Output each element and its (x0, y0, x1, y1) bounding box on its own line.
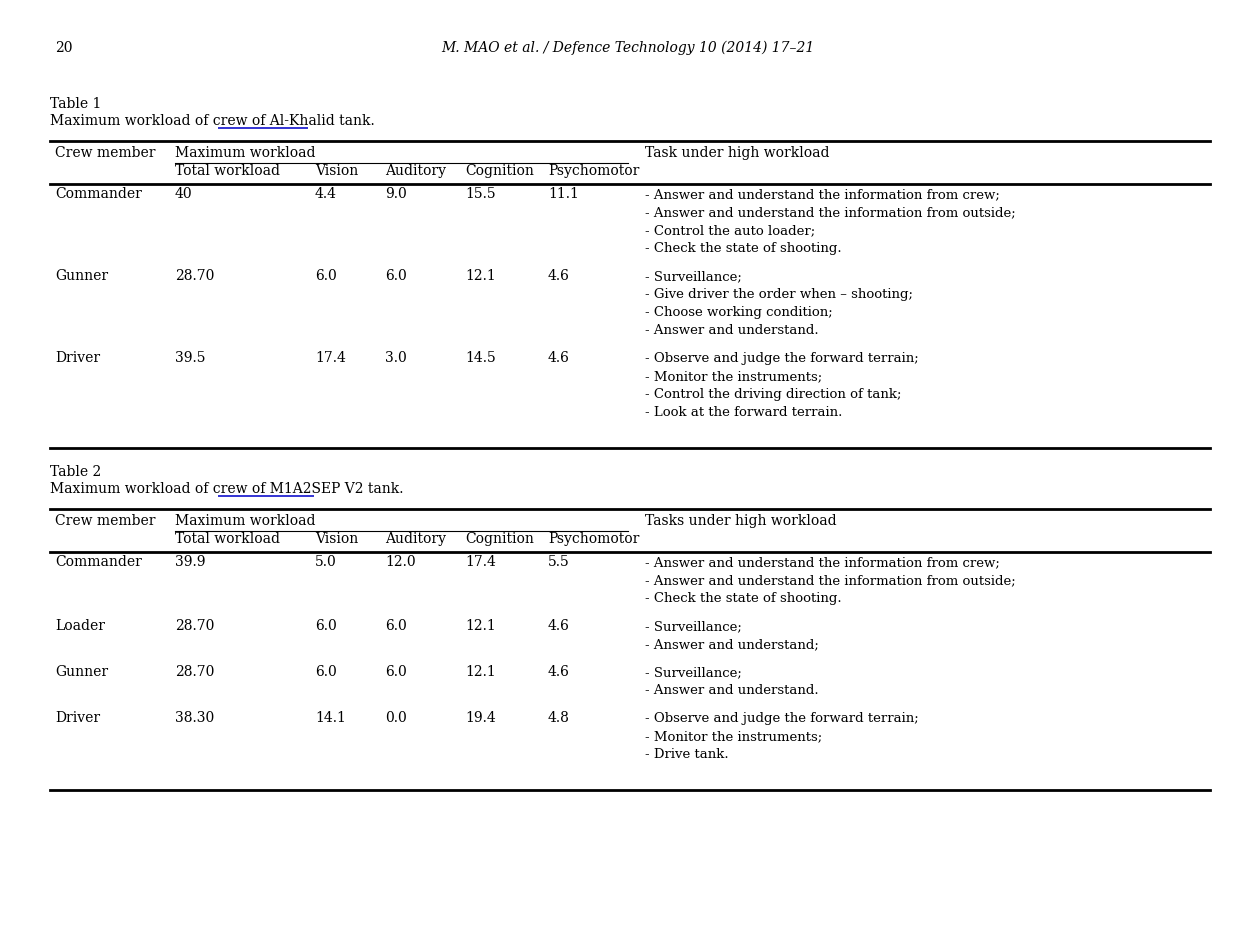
Text: 9.0: 9.0 (385, 187, 407, 201)
Text: 12.1: 12.1 (465, 619, 495, 633)
Text: 6.0: 6.0 (385, 665, 407, 679)
Text: - Look at the forward terrain.: - Look at the forward terrain. (645, 406, 842, 419)
Text: 4.6: 4.6 (548, 619, 569, 633)
Text: 3.0: 3.0 (385, 351, 407, 365)
Text: 19.4: 19.4 (465, 711, 495, 725)
Text: 14.5: 14.5 (465, 351, 495, 365)
Text: 39.9: 39.9 (175, 555, 205, 569)
Text: - Observe and judge the forward terrain;: - Observe and judge the forward terrain; (645, 352, 919, 365)
Text: 6.0: 6.0 (316, 269, 337, 283)
Text: Cognition: Cognition (465, 164, 534, 178)
Text: Table 2: Table 2 (50, 465, 102, 479)
Text: Psychomotor: Psychomotor (548, 164, 640, 178)
Text: - Monitor the instruments;: - Monitor the instruments; (645, 370, 822, 383)
Text: 28.70: 28.70 (175, 665, 215, 679)
Text: Maximum workload of crew of Al-Khalid tank.: Maximum workload of crew of Al-Khalid ta… (50, 114, 375, 128)
Text: Maximum workload of crew of M1A2SEP V2 tank.: Maximum workload of crew of M1A2SEP V2 t… (50, 482, 403, 496)
Text: Maximum workload: Maximum workload (175, 146, 316, 160)
Text: 20: 20 (55, 41, 73, 55)
Text: - Drive tank.: - Drive tank. (645, 748, 729, 761)
Text: Commander: Commander (55, 187, 142, 201)
Text: 4.6: 4.6 (548, 269, 569, 283)
Text: Driver: Driver (55, 351, 101, 365)
Text: Auditory: Auditory (385, 532, 446, 546)
Text: 39.5: 39.5 (175, 351, 205, 365)
Text: Auditory: Auditory (385, 164, 446, 178)
Text: 12.1: 12.1 (465, 269, 495, 283)
Text: - Surveillance;: - Surveillance; (645, 666, 742, 679)
Text: 11.1: 11.1 (548, 187, 579, 201)
Text: Psychomotor: Psychomotor (548, 532, 640, 546)
Text: - Check the state of shooting.: - Check the state of shooting. (645, 242, 842, 255)
Text: Task under high workload: Task under high workload (645, 146, 830, 160)
Text: 28.70: 28.70 (175, 619, 215, 633)
Text: Commander: Commander (55, 555, 142, 569)
Text: - Give driver the order when – shooting;: - Give driver the order when – shooting; (645, 288, 913, 301)
Text: 6.0: 6.0 (316, 619, 337, 633)
Text: 0.0: 0.0 (385, 711, 407, 725)
Text: - Surveillance;: - Surveillance; (645, 620, 742, 633)
Text: 15.5: 15.5 (465, 187, 495, 201)
Text: - Surveillance;: - Surveillance; (645, 270, 742, 283)
Text: Total workload: Total workload (175, 164, 280, 178)
Text: M. MAO et al. / Defence Technology 10 (2014) 17–21: M. MAO et al. / Defence Technology 10 (2… (441, 41, 815, 55)
Text: Driver: Driver (55, 711, 101, 725)
Text: Total workload: Total workload (175, 532, 280, 546)
Text: 38.30: 38.30 (175, 711, 214, 725)
Text: - Control the driving direction of tank;: - Control the driving direction of tank; (645, 388, 901, 401)
Text: 4.6: 4.6 (548, 665, 569, 679)
Text: - Answer and understand.: - Answer and understand. (645, 324, 818, 337)
Text: Gunner: Gunner (55, 269, 108, 283)
Text: 5.0: 5.0 (316, 555, 337, 569)
Text: Crew member: Crew member (55, 514, 156, 528)
Text: 28.70: 28.70 (175, 269, 215, 283)
Text: Crew member: Crew member (55, 146, 156, 160)
Text: Table 1: Table 1 (50, 97, 102, 111)
Text: 12.1: 12.1 (465, 665, 495, 679)
Text: Tasks under high workload: Tasks under high workload (645, 514, 837, 528)
Text: 4.6: 4.6 (548, 351, 569, 365)
Text: 6.0: 6.0 (385, 619, 407, 633)
Text: - Answer and understand the information from crew;: - Answer and understand the information … (645, 188, 999, 201)
Text: - Answer and understand;: - Answer and understand; (645, 638, 818, 651)
Text: Vision: Vision (316, 532, 358, 546)
Text: 5.5: 5.5 (548, 555, 569, 569)
Text: Gunner: Gunner (55, 665, 108, 679)
Text: 12.0: 12.0 (385, 555, 416, 569)
Text: - Monitor the instruments;: - Monitor the instruments; (645, 730, 822, 743)
Text: 6.0: 6.0 (316, 665, 337, 679)
Text: Cognition: Cognition (465, 532, 534, 546)
Text: - Observe and judge the forward terrain;: - Observe and judge the forward terrain; (645, 712, 919, 725)
Text: - Answer and understand.: - Answer and understand. (645, 684, 818, 697)
Text: - Check the state of shooting.: - Check the state of shooting. (645, 592, 842, 605)
Text: 17.4: 17.4 (465, 555, 495, 569)
Text: - Answer and understand the information from outside;: - Answer and understand the information … (645, 574, 1016, 587)
Text: 40: 40 (175, 187, 192, 201)
Text: - Answer and understand the information from outside;: - Answer and understand the information … (645, 206, 1016, 219)
Text: 4.4: 4.4 (316, 187, 337, 201)
Text: 14.1: 14.1 (316, 711, 346, 725)
Text: - Answer and understand the information from crew;: - Answer and understand the information … (645, 556, 999, 569)
Text: 6.0: 6.0 (385, 269, 407, 283)
Text: Vision: Vision (316, 164, 358, 178)
Text: - Control the auto loader;: - Control the auto loader; (645, 224, 816, 237)
Text: - Choose working condition;: - Choose working condition; (645, 306, 832, 319)
Text: 4.8: 4.8 (548, 711, 569, 725)
Text: 17.4: 17.4 (316, 351, 346, 365)
Text: Loader: Loader (55, 619, 106, 633)
Text: Maximum workload: Maximum workload (175, 514, 316, 528)
